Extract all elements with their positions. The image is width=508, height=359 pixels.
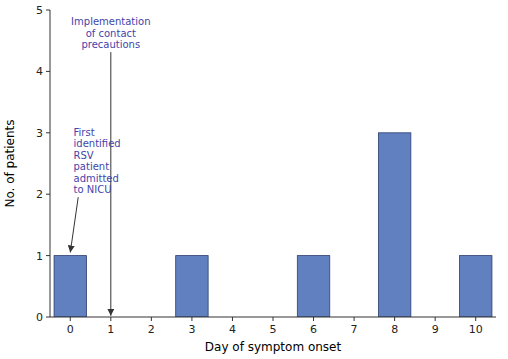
x-tick-label: 7 [351,323,358,336]
x-tick-label: 2 [148,323,155,336]
y-axis-label: No. of patients [3,119,17,207]
annotation-line: to NICU [74,184,112,195]
y-tick-label: 0 [36,311,43,324]
y-tick [46,194,50,195]
x-tick [475,317,476,321]
bar [460,256,492,317]
bars [54,133,492,317]
x-tick-label: 5 [270,323,277,336]
bar [378,133,410,317]
y-axis-line [50,10,51,317]
x-tick-label: 8 [391,323,398,336]
x-tick-label: 1 [107,323,114,336]
x-tick [394,317,395,321]
annotation-line: identified [74,138,121,149]
x-tick-label: 9 [432,323,439,336]
y-tick [46,317,50,318]
y-tick [46,255,50,256]
y-tick [46,10,50,11]
x-tick [151,317,152,321]
x-tick-label: 6 [310,323,317,336]
x-tick [191,317,192,321]
y-tick [46,71,50,72]
y-tick-label: 1 [36,250,43,263]
bar [54,256,86,317]
x-tick [110,317,111,321]
y-tick-label: 5 [36,4,43,17]
x-tick-label: 3 [188,323,195,336]
chart: 0 1 2 3 4 5 6 7 8 9 10 0 1 2 3 4 5 Day of symptom onset No… [0,0,508,359]
annotation-line: admitted [74,173,119,184]
x-axis-label: Day of symptom onset [205,340,342,354]
annotation-line: Implementation [71,16,150,27]
y-tick-label: 2 [36,188,43,201]
bar [176,256,208,317]
annotation-line: of contact [86,28,136,39]
x-tick-label: 4 [229,323,236,336]
x-tick-label: 10 [469,323,483,336]
bar [297,256,329,317]
x-tick [435,317,436,321]
annotation-arrow [70,197,78,252]
x-tick [354,317,355,321]
annotation-line: RSV [74,150,94,161]
annotation-text: Implementationof contactprecautions [71,16,150,50]
annotation-line: patient [74,161,110,172]
x-tick [273,317,274,321]
annotation-line: precautions [81,39,140,50]
x-tick [232,317,233,321]
x-tick [313,317,314,321]
y-tick-label: 3 [36,127,43,140]
annotation-line: First [74,127,95,138]
y-tick [46,132,50,133]
x-tick [70,317,71,321]
x-tick-label: 0 [67,323,74,336]
y-tick-label: 4 [36,65,43,78]
annotation-text: FirstidentifiedRSVpatientadmittedto NICU [74,127,121,196]
